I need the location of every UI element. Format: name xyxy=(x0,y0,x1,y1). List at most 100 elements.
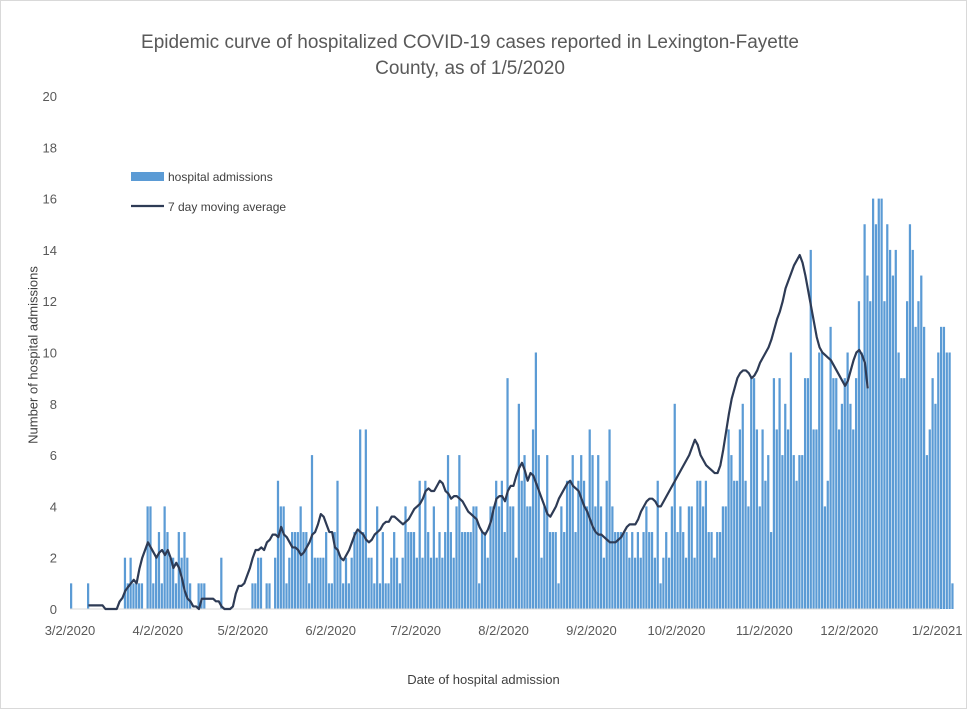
bar xyxy=(291,532,294,609)
bar xyxy=(424,480,427,609)
bar xyxy=(557,583,560,609)
bar xyxy=(257,557,260,609)
bar xyxy=(285,583,288,609)
bar xyxy=(701,506,705,609)
bar xyxy=(543,506,546,609)
bar xyxy=(594,506,597,609)
bar xyxy=(761,429,764,609)
bar xyxy=(625,532,628,609)
bar xyxy=(863,224,866,609)
bar-series xyxy=(70,198,954,609)
bar xyxy=(529,506,532,609)
bar xyxy=(415,557,418,609)
bar xyxy=(404,506,407,609)
bar xyxy=(866,275,869,609)
bar xyxy=(877,198,880,609)
bar xyxy=(888,249,892,609)
y-tick-label: 0 xyxy=(50,602,57,617)
bar xyxy=(733,480,736,609)
bar xyxy=(835,378,838,609)
bar xyxy=(925,455,929,609)
bar xyxy=(829,326,832,609)
bar xyxy=(376,506,379,609)
bar xyxy=(123,557,127,609)
bar xyxy=(764,480,767,609)
bar xyxy=(662,557,665,609)
bar xyxy=(492,506,495,609)
bar xyxy=(667,557,671,609)
bar xyxy=(480,532,484,609)
bar xyxy=(412,532,416,609)
bar xyxy=(438,532,441,609)
bar xyxy=(302,532,305,609)
bar xyxy=(721,506,725,609)
bar xyxy=(880,198,883,609)
bar xyxy=(523,455,526,609)
bar xyxy=(580,455,583,609)
bar xyxy=(132,583,135,609)
bar xyxy=(140,583,144,609)
bar xyxy=(597,455,600,609)
bar xyxy=(854,378,858,609)
bar xyxy=(305,532,308,609)
bar xyxy=(387,583,390,609)
bar xyxy=(826,480,829,609)
bar xyxy=(614,532,617,609)
bar xyxy=(781,455,784,609)
bar xyxy=(560,506,563,609)
bar xyxy=(645,506,648,609)
bar xyxy=(659,583,662,609)
bar xyxy=(155,557,158,609)
bar xyxy=(622,532,625,609)
bar xyxy=(565,480,569,609)
bar xyxy=(869,301,872,609)
x-tick-label: 11/2/2020 xyxy=(736,623,793,638)
bar xyxy=(718,532,722,609)
bar xyxy=(931,378,934,609)
bar xyxy=(923,326,926,609)
bar xyxy=(874,224,878,609)
bar xyxy=(418,480,421,609)
x-tick-label: 8/2/2020 xyxy=(478,623,529,638)
bar xyxy=(486,557,489,609)
bar xyxy=(653,557,657,609)
bar xyxy=(336,480,339,609)
bar xyxy=(945,352,948,609)
bar xyxy=(786,429,790,609)
x-tick-label: 5/2/2020 xyxy=(218,623,269,638)
bar xyxy=(846,352,849,609)
bar xyxy=(537,455,540,609)
bar xyxy=(699,480,702,609)
bar xyxy=(735,480,739,609)
bar xyxy=(852,429,855,609)
bar xyxy=(466,532,469,609)
bar xyxy=(361,532,365,609)
x-axis-label: Date of hospital admission xyxy=(407,672,560,687)
bar xyxy=(806,378,810,609)
bar xyxy=(531,429,535,609)
bar xyxy=(452,557,455,609)
bar xyxy=(900,378,903,609)
moving-average-series xyxy=(88,253,869,611)
bar xyxy=(940,326,943,609)
bar xyxy=(823,506,827,609)
bar xyxy=(163,506,166,609)
bar xyxy=(299,506,302,609)
bar xyxy=(934,403,937,609)
bar xyxy=(665,532,668,609)
moving-average-line xyxy=(88,253,869,611)
bar xyxy=(469,532,472,609)
bar xyxy=(390,557,393,609)
bar xyxy=(282,506,285,609)
x-tick-label: 6/2/2020 xyxy=(305,623,356,638)
bar xyxy=(690,506,693,609)
bar xyxy=(259,557,263,609)
bar xyxy=(577,480,580,609)
bar xyxy=(463,532,467,609)
y-tick-label: 10 xyxy=(43,346,57,361)
bar xyxy=(313,557,316,609)
bar xyxy=(818,352,821,609)
bar xyxy=(455,506,458,609)
bar xyxy=(891,275,895,609)
legend-label-line: 7 day moving average xyxy=(168,200,286,214)
